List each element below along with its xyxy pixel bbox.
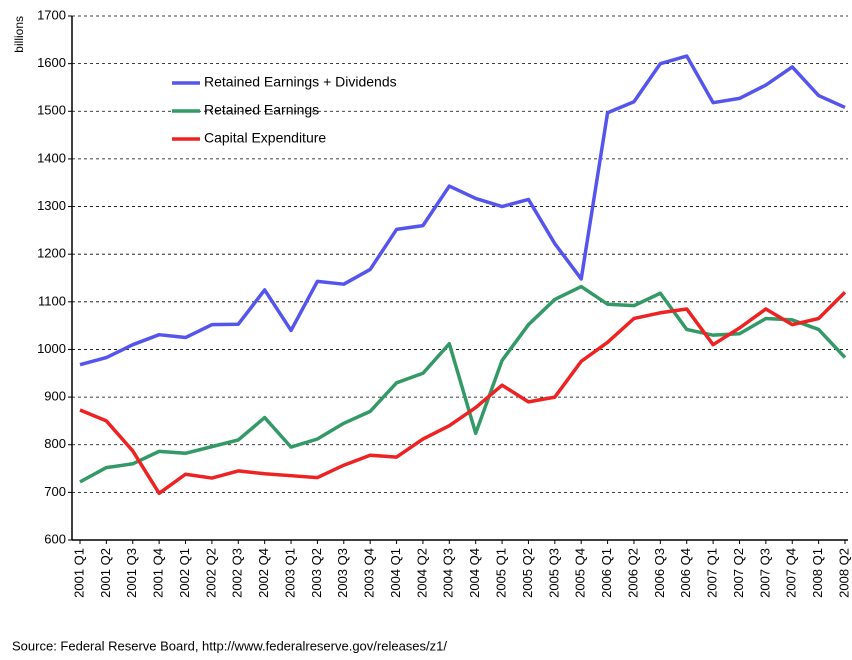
x-tick-label: 2003 Q1 — [282, 548, 297, 598]
legend-label: Retained Earnings + Dividends — [204, 74, 397, 90]
x-tick-label: 2005 Q1 — [494, 548, 509, 598]
x-tick-label: 2001 Q3 — [124, 548, 139, 598]
x-tick-label: 2005 Q3 — [546, 548, 561, 598]
x-tick-label: 2001 Q2 — [98, 548, 113, 598]
y-tick-label: 1700 — [37, 7, 66, 22]
x-tick-label: 2003 Q3 — [335, 548, 350, 598]
y-tick-label: 900 — [44, 389, 66, 404]
y-tick-label: 1000 — [37, 341, 66, 356]
x-tick-label: 2008 Q2 — [836, 548, 851, 598]
x-tick-label: 2005 Q2 — [520, 548, 535, 598]
x-tick-label: 2007 Q2 — [731, 548, 746, 598]
legend-label: Capital Expenditure — [204, 130, 326, 146]
y-tick-label: 1200 — [37, 246, 66, 261]
x-tick-label: 2007 Q4 — [784, 548, 799, 598]
x-tick-label: 2004 Q4 — [467, 548, 482, 598]
series-line — [79, 284, 847, 484]
y-tick-label: 1300 — [37, 198, 66, 213]
y-tick-label: 1600 — [37, 55, 66, 70]
x-tick-label: 2001 Q4 — [151, 548, 166, 598]
x-tick-label: 2007 Q1 — [705, 548, 720, 598]
y-tick-label: 1100 — [38, 293, 66, 308]
x-tick-label: 2003 Q2 — [309, 548, 324, 598]
x-tick-label: 2004 Q2 — [414, 548, 429, 598]
x-tick-label: 2002 Q3 — [230, 548, 245, 598]
y-axis-label: billions — [12, 16, 26, 53]
y-tick-label: 600 — [44, 531, 66, 546]
y-tick-label: 800 — [44, 436, 66, 451]
source-note: Source: Federal Reserve Board, http://ww… — [12, 638, 447, 653]
y-tick-label: 700 — [44, 484, 66, 499]
x-tick-label: 2002 Q2 — [203, 548, 218, 598]
y-tick-label: 1500 — [37, 103, 66, 118]
x-tick-label: 2006 Q1 — [599, 548, 614, 598]
y-tick-label: 1400 — [37, 150, 66, 165]
x-tick-label: 2003 Q4 — [362, 548, 377, 598]
x-tick-label: 2006 Q4 — [678, 548, 693, 598]
x-tick-label: 2004 Q1 — [388, 548, 403, 598]
x-tick-label: 2005 Q4 — [573, 548, 588, 598]
series-line — [79, 54, 846, 367]
x-tick-label: 2007 Q3 — [757, 548, 772, 598]
x-tick-label: 2008 Q1 — [810, 548, 825, 598]
series-line — [79, 291, 847, 496]
x-tick-label: 2006 Q2 — [625, 548, 640, 598]
x-tick-label: 2002 Q1 — [177, 548, 192, 598]
x-tick-label: 2001 Q1 — [71, 548, 86, 598]
x-tick-label: 2004 Q3 — [441, 548, 456, 598]
x-tick-label: 2002 Q4 — [256, 548, 271, 598]
x-tick-label: 2006 Q3 — [652, 548, 667, 598]
legend-label: Retained Earnings — [204, 102, 319, 118]
